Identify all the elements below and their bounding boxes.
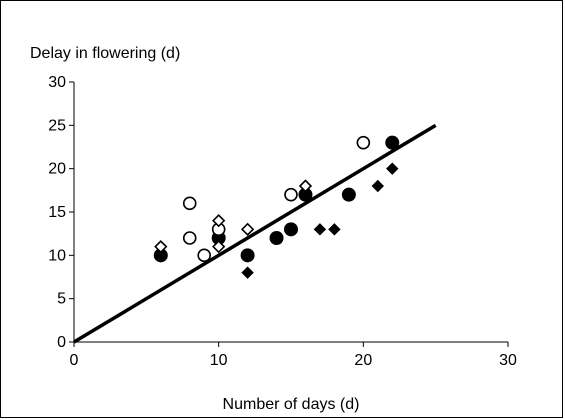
y-tick-label: 5	[57, 291, 66, 308]
data-points	[153, 135, 400, 279]
y-tick-label: 30	[48, 74, 66, 91]
point-open-diamond	[154, 240, 168, 254]
y-axis-label: Delay in flowering (d)	[30, 45, 180, 62]
y-tick-label: 10	[48, 247, 66, 264]
x-tick-labels: 0 10 20 30	[70, 352, 517, 369]
point-open-circle	[197, 248, 211, 263]
trend-line-group	[73, 123, 437, 344]
point-open-diamond	[212, 240, 226, 254]
point-filled-diamond	[328, 223, 341, 236]
point-open-circle	[284, 187, 298, 202]
point-filled-circle	[240, 248, 255, 263]
point-filled-diamond	[241, 266, 254, 279]
point-filled-diamond	[386, 162, 399, 175]
y-tick-label: 15	[48, 204, 66, 221]
trend-line	[73, 123, 437, 344]
y-tick-label: 20	[48, 161, 66, 178]
point-filled-circle	[341, 187, 356, 202]
x-tick-label: 10	[210, 352, 228, 369]
point-filled-circle	[385, 135, 400, 150]
x-tick-label: 30	[499, 352, 517, 369]
y-tick-label: 0	[57, 334, 66, 351]
point-filled-circle	[284, 222, 298, 237]
y-tick-label: 25	[48, 117, 66, 134]
y-tick-labels: 0 5 10 15 20 25 30	[48, 74, 66, 351]
point-open-circle	[356, 135, 371, 150]
x-tick-label: 20	[354, 352, 372, 369]
axes	[69, 81, 509, 347]
point-filled-diamond	[371, 179, 385, 193]
point-open-circle	[182, 231, 197, 245]
point-filled-diamond	[313, 223, 327, 236]
point-open-circle	[182, 196, 197, 211]
point-open-diamond	[240, 222, 255, 236]
point-filled-circle	[269, 231, 284, 245]
x-tick-label: 0	[70, 352, 79, 369]
point-open-diamond	[212, 214, 226, 228]
point-open-diamond	[298, 179, 313, 193]
x-axis-label: Number of days (d)	[223, 396, 360, 413]
